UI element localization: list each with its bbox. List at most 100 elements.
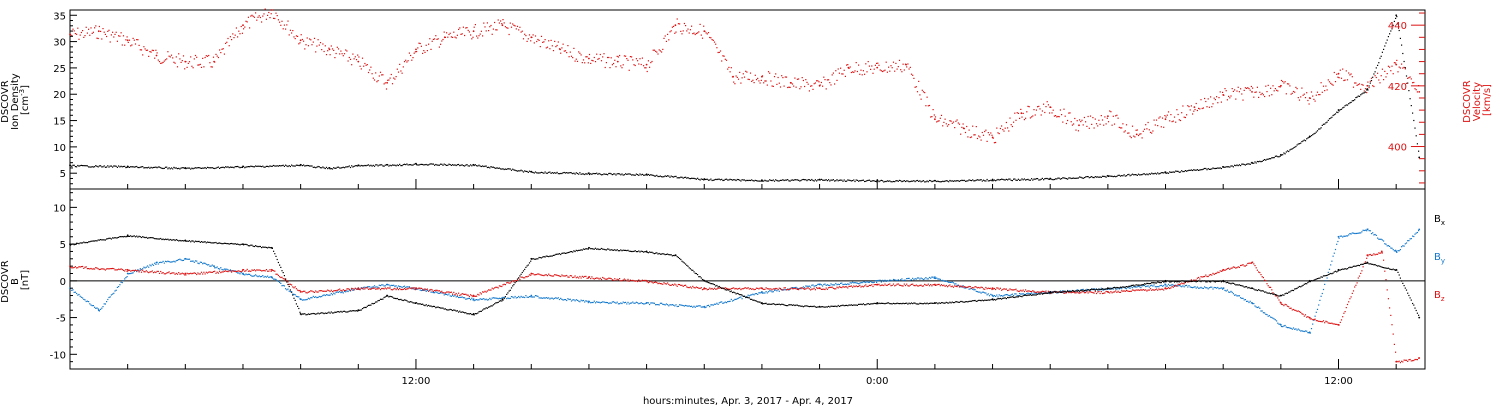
velocity-series-point: [991, 136, 994, 139]
time-x-axis: 12:00 0:00 12:00 hours:minutes, Apr. 3, 20…: [127, 179, 1397, 407]
density-series-point: [242, 165, 244, 168]
field-ylabel-line-3: [nT]: [20, 270, 31, 290]
by-series-point: [1418, 228, 1421, 231]
bx-series-point: [934, 302, 936, 304]
field-panel-frame: [69, 188, 1426, 370]
density-tick-label: 10: [53, 143, 66, 154]
bz-series-point: [357, 287, 360, 290]
velocity-series-point: [789, 81, 792, 84]
velocity-series-point: [1193, 106, 1196, 108]
velocity-series-point: [962, 127, 965, 130]
bz-series-point: [1308, 316, 1311, 319]
velocity-series-point: [1366, 84, 1369, 87]
by-series-point: [934, 276, 936, 279]
density-series-point: [1418, 156, 1421, 159]
velocity-series-point: [1308, 97, 1311, 99]
density-series-point: [328, 167, 331, 169]
velocity-series-point: [97, 30, 100, 33]
by-series-point: [1337, 235, 1340, 238]
velocity-series-point: [299, 39, 302, 42]
velocity-series-point: [1222, 94, 1225, 96]
velocity-series-point: [242, 24, 244, 27]
bz-series-point: [1164, 287, 1167, 290]
density-series-point: [645, 173, 648, 176]
bx-series-point: [1164, 279, 1167, 282]
field-data: [69, 228, 1421, 364]
velocity-series-point: [1395, 63, 1398, 66]
field-y-axis-label: DSCOVR B [nT]: [0, 257, 31, 303]
bx-series-point: [876, 302, 879, 304]
x-tick-label: 12:00: [402, 376, 431, 387]
by-series-point: [818, 283, 821, 286]
velocity-series-point: [1164, 118, 1167, 121]
bx-series-point: [1280, 294, 1282, 297]
field-y-ticks: -10 -5 0 5 10: [50, 192, 77, 363]
density-ylabel-bracket: ]: [20, 85, 31, 89]
legend-bx: Bx: [1434, 214, 1445, 227]
field-tick-label: 5: [60, 240, 66, 251]
legend-bx-sub: x: [1441, 219, 1445, 227]
field-tick-label: 0: [60, 277, 66, 288]
bz-series-point: [415, 287, 417, 290]
density-series-point: [126, 165, 129, 168]
by-series-point: [1251, 302, 1253, 304]
velocity-series: [69, 8, 1421, 144]
velocity-series-point: [126, 39, 129, 42]
density-series-point: [1280, 153, 1282, 156]
bx-series-point: [1366, 261, 1369, 264]
bz-series: [69, 250, 1421, 364]
density-ylabel-unit: [cm: [20, 96, 31, 115]
density-series-point: [1337, 109, 1340, 111]
bx-series-point: [1251, 287, 1253, 290]
by-series-point: [1308, 331, 1311, 334]
density-series-point: [472, 163, 475, 166]
bx-series-point: [761, 302, 763, 304]
bx-series-point: [415, 302, 417, 304]
velocity-series-point: [1418, 91, 1421, 93]
bz-series-point: [270, 268, 273, 271]
density-ylabel-exponent: -3: [18, 89, 26, 96]
by-series-point: [126, 272, 129, 275]
velocity-series-point: [530, 36, 533, 39]
density-ylabel-line-3: [cm-3]: [18, 85, 31, 115]
bz-series-point: [934, 283, 936, 286]
density-tick-label: 5: [60, 169, 66, 180]
legend-by-sub: y: [1441, 257, 1445, 265]
by-series-point: [588, 300, 590, 303]
by-series-point: [184, 257, 187, 260]
velocity-series-point: [472, 30, 475, 33]
density-series-point: [1395, 14, 1398, 17]
bx-series-point: [1222, 279, 1225, 282]
density-series-point: [530, 170, 533, 173]
bx-series-point: [991, 298, 994, 301]
density-tick-label: 20: [53, 90, 66, 101]
by-series-point: [472, 298, 475, 301]
velocity-series-point: [184, 60, 187, 63]
by-series-point: [1395, 250, 1398, 253]
bz-series-point: [1280, 302, 1282, 304]
bx-series-point: [530, 257, 533, 260]
density-series-point: [415, 162, 417, 165]
bz-series-point: [876, 283, 879, 286]
velocity-series-point: [1280, 84, 1282, 87]
bz-series-point: [1251, 261, 1253, 264]
density-series-point: [1366, 88, 1369, 90]
legend-bz-sub: z: [1441, 295, 1445, 303]
by-series-point: [242, 272, 244, 275]
by-series-point: [991, 294, 994, 297]
velocity-series-point: [213, 60, 216, 63]
bz-series-point: [703, 287, 706, 290]
velocity-series-point: [328, 48, 331, 51]
by-series-point: [1280, 324, 1282, 326]
bx-series-point: [501, 298, 504, 301]
bz-series-point: [1107, 291, 1109, 293]
by-series-point: [213, 265, 216, 267]
bx-series-point: [1395, 268, 1398, 271]
velocity-series-point: [1107, 115, 1109, 118]
velocity-series-point: [69, 33, 71, 36]
density-series-point: [1107, 174, 1109, 177]
velocity-ylabel-line-2: Velocity: [1472, 82, 1483, 121]
velocity-series-point: [415, 48, 417, 51]
bx-series-point: [270, 246, 273, 249]
